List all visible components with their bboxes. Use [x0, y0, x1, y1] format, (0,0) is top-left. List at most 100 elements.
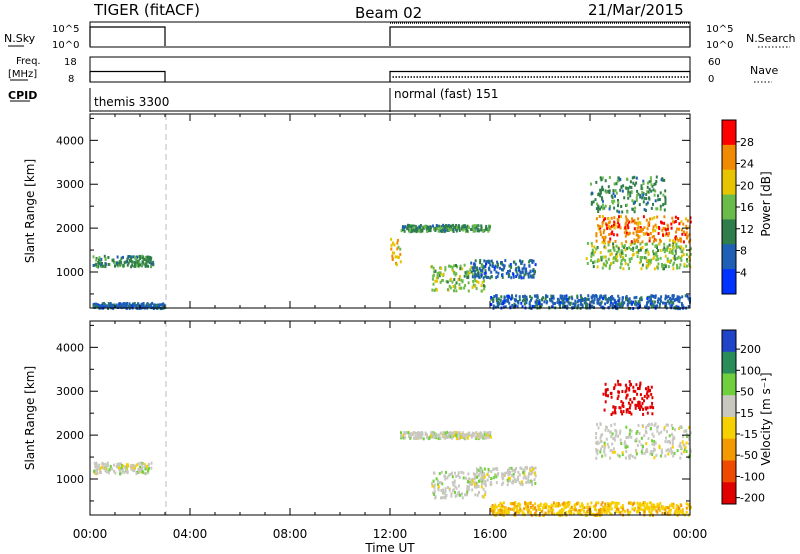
- x-axis-label: Time UT: [364, 541, 415, 554]
- echo-cell: [502, 305, 505, 309]
- echo-cell: [565, 510, 568, 514]
- echo-cell: [662, 226, 665, 230]
- echo-cell: [653, 216, 656, 220]
- echo-cell: [140, 463, 143, 467]
- echo-cell: [396, 241, 399, 245]
- echo-cell: [99, 471, 102, 474]
- echo-cell: [490, 297, 493, 301]
- echo-cell: [613, 386, 616, 389]
- echo-cell: [525, 295, 528, 299]
- echo-cell: [629, 260, 632, 264]
- echo-cell: [147, 467, 150, 470]
- echo-cell: [125, 470, 128, 474]
- echo-cell: [485, 227, 488, 231]
- echo-cell: [614, 189, 617, 193]
- echo-cell: [627, 298, 630, 302]
- echo-cell: [419, 431, 422, 435]
- echo-cell: [582, 504, 585, 508]
- echo-cell: [510, 297, 512, 301]
- echo-cell: [643, 232, 645, 236]
- echo-cell: [430, 431, 433, 435]
- echo-cell: [131, 263, 134, 267]
- echo-cell: [477, 468, 480, 472]
- echo-cell: [651, 508, 654, 512]
- echo-cell: [422, 226, 425, 230]
- echo-cell: [462, 224, 465, 228]
- echo-cell: [671, 437, 674, 441]
- echo-cell: [474, 269, 477, 273]
- echo-cell: [97, 264, 100, 268]
- echo-cell: [528, 264, 531, 268]
- echo-cell: [690, 247, 692, 251]
- echo-cell: [615, 302, 617, 306]
- echo-cell: [444, 496, 447, 500]
- echo-cell: [416, 434, 419, 438]
- echo-cell: [126, 301, 129, 305]
- echo-cell: [619, 431, 621, 435]
- echo-cell: [521, 299, 524, 303]
- echo-cell: [131, 304, 134, 308]
- echo-cell: [457, 431, 460, 435]
- echo-cell: [626, 303, 629, 307]
- echo-cell: [671, 294, 674, 298]
- echo-cell: [433, 288, 436, 292]
- echo-cell: [603, 294, 606, 298]
- echo-cell: [612, 223, 615, 227]
- echo-cell: [474, 263, 477, 267]
- echo-cell: [631, 503, 634, 507]
- echo-cell: [149, 259, 152, 263]
- echo-cell: [634, 456, 637, 460]
- echo-cell: [661, 511, 664, 515]
- echo-cell: [660, 430, 663, 434]
- echo-cell: [438, 271, 441, 275]
- echo-cell: [98, 466, 101, 470]
- echo-cell: [140, 303, 143, 307]
- echo-cell: [646, 504, 649, 508]
- echo-cell: [433, 436, 436, 440]
- echo-cell: [627, 454, 630, 458]
- echo-cell: [454, 485, 457, 489]
- echo-cell: [664, 199, 667, 203]
- echo-cell: [99, 260, 102, 264]
- echo-cell: [685, 510, 688, 514]
- echo-cell: [610, 507, 613, 511]
- echo-cell: [128, 255, 131, 258]
- echo-cell: [679, 307, 681, 311]
- echo-cell: [125, 260, 128, 264]
- echo-cell: [487, 467, 490, 471]
- echo-cell: [645, 304, 648, 308]
- echo-cell: [155, 304, 158, 308]
- echo-cell: [642, 193, 645, 197]
- echo-cell: [599, 207, 601, 211]
- echo-cell: [649, 302, 652, 306]
- echo-cell: [572, 508, 575, 512]
- echo-cell: [483, 287, 486, 291]
- echo-cell: [101, 264, 104, 268]
- echo-cell: [104, 469, 107, 473]
- echo-cell: [667, 265, 670, 269]
- echo-cell: [635, 176, 638, 180]
- echo-cell: [136, 255, 139, 259]
- echo-cell: [673, 220, 676, 224]
- echo-cell: [490, 481, 492, 485]
- echo-cell: [633, 183, 636, 187]
- echo-cell: [634, 302, 636, 306]
- echo-cell: [450, 225, 453, 229]
- echo-cell: [513, 504, 516, 508]
- echo-cell: [681, 510, 684, 514]
- echo-cell: [455, 229, 458, 233]
- echo-cell: [439, 229, 442, 232]
- echo-cell: [638, 261, 641, 265]
- echo-cell: [599, 251, 602, 255]
- echo-cell: [456, 265, 459, 269]
- echo-cell: [524, 475, 527, 479]
- echo-cell: [656, 429, 659, 433]
- echo-cell: [493, 509, 496, 513]
- echo-cell: [610, 224, 613, 228]
- echo-cell: [467, 472, 470, 476]
- echo-cell: [144, 263, 147, 267]
- echo-cell: [480, 284, 483, 288]
- echo-cell: [116, 255, 119, 259]
- cpid-segment-2: normal (fast) 151: [394, 87, 498, 101]
- echo-cell: [485, 262, 487, 266]
